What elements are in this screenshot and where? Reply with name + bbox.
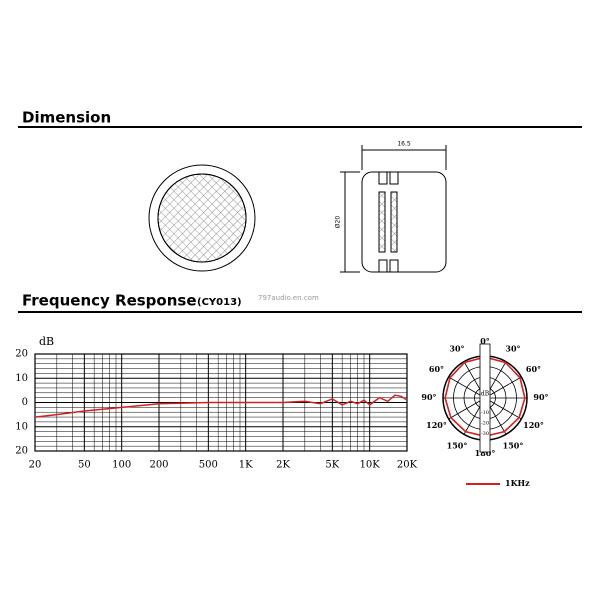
r-tick-label: -30 (481, 431, 489, 437)
angle-label: 30° (505, 344, 520, 354)
angle-label: 60° (429, 364, 444, 374)
r-axis-label: dB (481, 391, 490, 398)
y-tick-label: 10 (15, 421, 28, 432)
rule (18, 126, 582, 128)
angle-label: 0° (480, 336, 490, 346)
r-tick-label: -20 (481, 421, 489, 427)
center-strip (479, 343, 491, 453)
side-view (340, 145, 447, 273)
y-tick-label: 0 (22, 397, 28, 408)
plot-frame (34, 353, 408, 452)
angle-label: 150° (447, 440, 468, 450)
y-tick-label: 20 (15, 446, 28, 457)
x-tick-label: 10K (360, 460, 381, 471)
x-tick-label: 50 (78, 460, 91, 471)
angle-label: 150° (503, 440, 524, 450)
width-label: 16.5 (397, 141, 411, 148)
rule (18, 311, 582, 313)
watermark: 797audio.en.com (258, 294, 319, 302)
grid-spoke (448, 376, 486, 399)
section-title: Frequency Response (22, 292, 197, 310)
r-tick-label: -10 (481, 410, 489, 416)
x-tick-label: 5K (325, 460, 339, 471)
diameter-label: Ø20 (335, 216, 342, 229)
y-tick-label: 10 (15, 373, 28, 384)
x-tick-label: 1K (239, 460, 253, 471)
angle-label: 180° (475, 448, 496, 458)
angle-label: 60° (526, 364, 541, 374)
angle-label: 90° (533, 392, 548, 402)
model: (CY013) (197, 297, 242, 308)
angle-label: 120° (523, 420, 544, 430)
x-tick-label: 500 (199, 460, 218, 471)
front-view (148, 164, 256, 272)
x-tick-label: 20K (397, 460, 418, 471)
x-tick-label: 20 (29, 460, 42, 471)
x-tick-label: 200 (149, 460, 168, 471)
y-tick-label: 20 (15, 349, 28, 360)
x-tick-label: 2K (276, 460, 290, 471)
angle-label: 30° (449, 344, 464, 354)
section-title: Dimension (22, 109, 111, 127)
grid-spoke (484, 376, 522, 399)
angle-label: 120° (426, 420, 447, 430)
y-axis-label: dB (39, 335, 54, 348)
response-line (34, 394, 408, 418)
grid-spoke (484, 397, 522, 420)
x-tick-label: 100 (112, 460, 131, 471)
grid-spoke (448, 397, 486, 420)
legend-label: 1KHz (505, 478, 530, 488)
angle-label: 90° (421, 392, 436, 402)
